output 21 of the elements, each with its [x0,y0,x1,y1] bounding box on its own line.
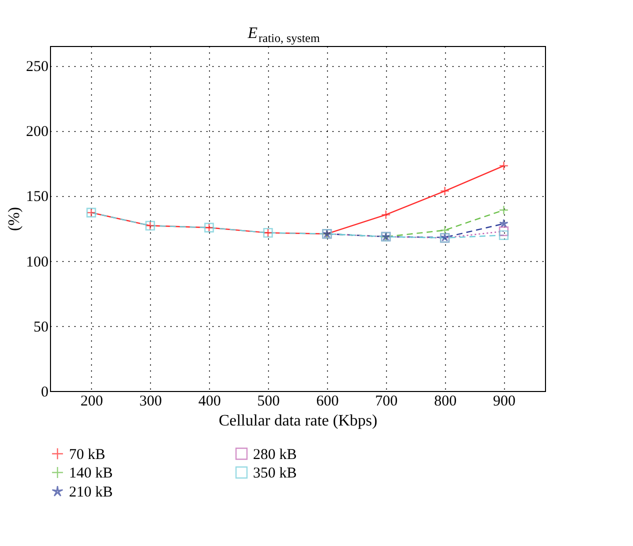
x-axis-title: Cellular data rate (Kbps) [218,412,378,430]
x-tick-label: 900 [493,394,516,410]
y-tick-label: 100 [26,254,48,270]
x-tick-label: 800 [434,394,457,410]
y-tick-label: 250 [26,59,48,76]
legend-label: 140 kB [69,466,113,482]
legend-label: 210 kB [69,484,113,500]
x-tick-label: 600 [316,394,339,410]
y-tick-label: 200 [26,124,48,140]
y-tick-label: 150 [26,189,48,206]
x-tick-label: 700 [375,394,398,410]
legend-label: 70 kB [69,446,106,463]
y-tick-label: 0 [41,384,48,400]
y-tick-label: 50 [34,319,48,336]
x-tick-label: 400 [198,394,221,410]
x-tick-label: 500 [257,394,280,410]
x-tick-label: 300 [139,394,162,410]
x-tick-label: 200 [80,394,103,410]
legend-label: 280 kB [253,446,297,463]
y-axis-title: (%) [6,207,23,231]
legend-label: 350 kB [253,466,297,482]
